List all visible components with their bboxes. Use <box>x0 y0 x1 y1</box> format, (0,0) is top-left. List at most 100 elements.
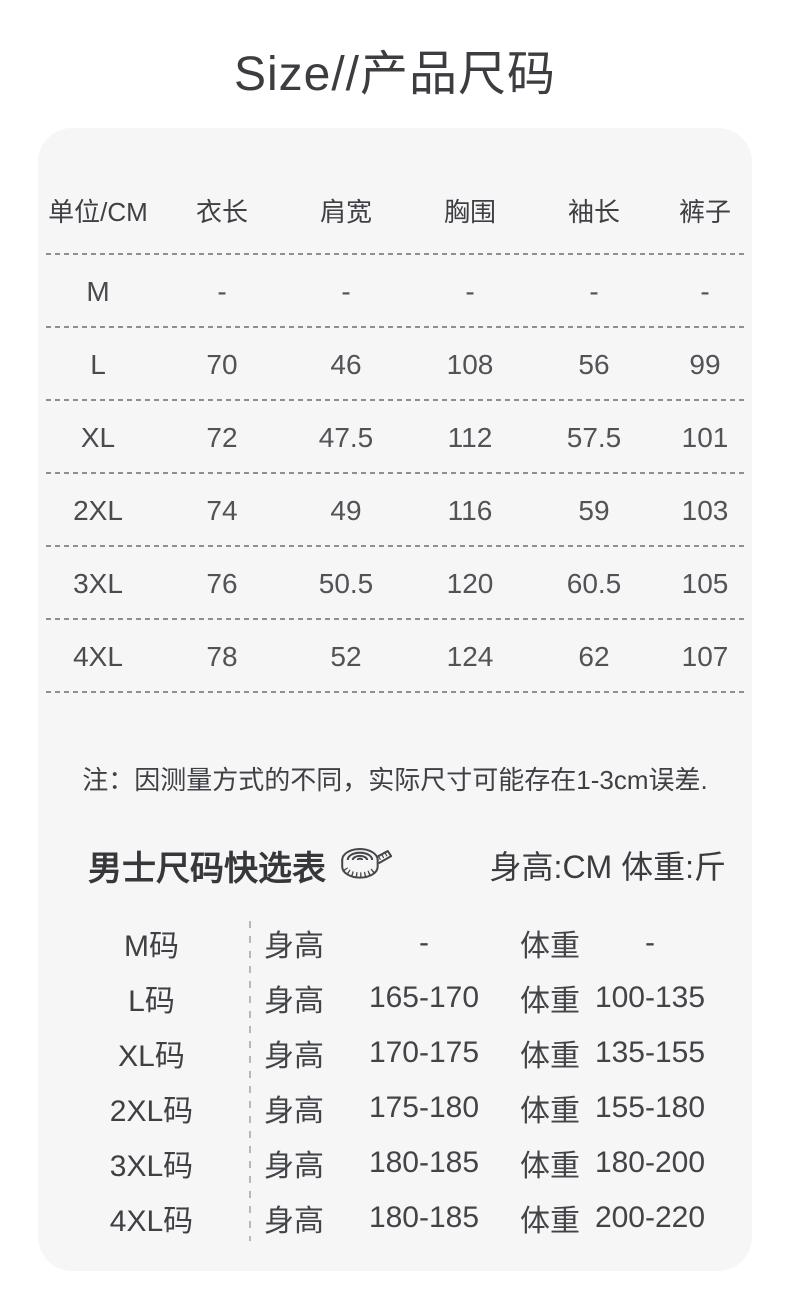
weight-value: 180-200 <box>594 1145 706 1179</box>
value-cell: 112 <box>447 421 493 453</box>
quick-select-header: 男士尺码快选表 身高:CM 体重:斤 <box>38 838 752 892</box>
quick-select-title-wrap: 男士尺码快选表 <box>88 841 392 890</box>
weight-value: 135-155 <box>594 1035 706 1069</box>
height-label: 身高 <box>264 1039 324 1073</box>
weight-value: 155-180 <box>594 1090 706 1124</box>
quick-size-label: XL码 <box>118 1039 185 1073</box>
page-title: Size//产品尺码 <box>233 48 557 101</box>
quick-select-row: 2XL码 身高 175-180 体重 155-180 <box>38 1080 752 1135</box>
size-label: 2XL <box>73 494 123 526</box>
size-table: 单位/CM 衣长 肩宽 胸围 袖长 裤子 M - - - - - L 70 46 108 … <box>46 128 744 693</box>
weight-label: 体重 <box>520 984 580 1018</box>
height-label: 身高 <box>264 1094 324 1128</box>
height-label: 身高 <box>264 1204 324 1238</box>
measurement-note: 注：因测量方式的不同，实际尺寸可能存在1-3cm误差. <box>82 765 708 795</box>
value-cell: 74 <box>206 494 238 526</box>
weight-label: 体重 <box>520 1039 580 1073</box>
size-label: M <box>86 275 110 307</box>
quick-row-content: 身高 170-175 体重 135-155 <box>264 1031 710 1075</box>
column-header: 衣长 <box>195 197 248 227</box>
quick-row-content: 身高 180-185 体重 200-220 <box>264 1196 710 1240</box>
size-table-body: M - - - - - L 70 46 108 56 99 XL 72 47.5… <box>46 255 744 693</box>
height-value: - <box>419 925 429 959</box>
height-value: 170-175 <box>368 1035 480 1069</box>
weight-label: 体重 <box>520 1094 580 1128</box>
value-cell: 62 <box>578 640 610 672</box>
height-label: 身高 <box>264 984 324 1018</box>
size-table-row: 3XL 76 50.5 120 60.5 105 <box>46 547 744 620</box>
value-cell: - <box>589 275 599 307</box>
value-cell: 76 <box>206 567 238 599</box>
height-value: 175-180 <box>368 1090 480 1124</box>
height-value: 180-185 <box>368 1145 480 1179</box>
value-cell: 47.5 <box>318 421 374 453</box>
value-cell: 78 <box>206 640 238 672</box>
value-cell: - <box>217 275 227 307</box>
vertical-divider <box>249 921 251 1241</box>
height-value: 180-185 <box>368 1200 480 1234</box>
value-cell: 107 <box>681 640 729 672</box>
weight-value: 100-135 <box>594 980 706 1014</box>
column-header: 单位/CM <box>48 197 148 227</box>
size-label: 3XL <box>73 567 123 599</box>
quick-select-title: 男士尺码快选表 <box>88 849 326 888</box>
column-header: 肩宽 <box>319 197 372 227</box>
weight-label: 体重 <box>520 1149 580 1183</box>
weight-label: 体重 <box>520 929 580 963</box>
value-cell: 57.5 <box>566 421 622 453</box>
quick-size-label: 4XL码 <box>109 1204 194 1238</box>
size-table-row: 4XL 78 52 124 62 107 <box>46 620 744 693</box>
value-cell: - <box>465 275 475 307</box>
measuring-tape-icon <box>341 847 392 879</box>
value-cell: 49 <box>330 494 362 526</box>
size-table-row: 2XL 74 49 116 59 103 <box>46 474 744 547</box>
quick-select-table: M码 身高 - 体重 - L码 身高 165-170 体重 100-135 XL… <box>38 915 752 1245</box>
value-cell: - <box>341 275 351 307</box>
value-cell: 99 <box>689 348 721 380</box>
weight-label: 体重 <box>520 1204 580 1238</box>
quick-size-label: 2XL码 <box>109 1094 194 1128</box>
value-cell: 103 <box>681 494 729 526</box>
value-cell: 60.5 <box>566 567 622 599</box>
value-cell: 52 <box>330 640 362 672</box>
weight-value: - <box>645 925 655 959</box>
value-cell: 120 <box>446 567 494 599</box>
value-cell: 105 <box>681 567 729 599</box>
value-cell: 56 <box>578 348 610 380</box>
value-cell: 116 <box>447 494 493 526</box>
height-label: 身高 <box>264 929 324 963</box>
quick-select-row: XL码 身高 170-175 体重 135-155 <box>38 1025 752 1080</box>
value-cell: 108 <box>446 348 494 380</box>
size-table-header: 单位/CM 衣长 肩宽 胸围 袖长 裤子 <box>46 128 744 255</box>
size-card: 单位/CM 衣长 肩宽 胸围 袖长 裤子 M - - - - - L 70 46 108 … <box>38 128 752 1271</box>
weight-value: 200-220 <box>594 1200 706 1234</box>
value-cell: 70 <box>206 348 238 380</box>
column-header: 裤子 <box>678 197 731 227</box>
size-table-row: XL 72 47.5 112 57.5 101 <box>46 401 744 474</box>
size-label: XL <box>80 421 116 453</box>
column-header: 袖长 <box>567 197 620 227</box>
quick-select-row: 3XL码 身高 180-185 体重 180-200 <box>38 1135 752 1190</box>
size-label: 4XL <box>73 640 123 672</box>
quick-size-label: 3XL码 <box>109 1149 194 1183</box>
quick-size-label: L码 <box>128 984 175 1018</box>
height-value: 165-170 <box>368 980 480 1014</box>
quick-size-label: M码 <box>124 929 179 963</box>
quick-row-content: 身高 165-170 体重 100-135 <box>264 976 710 1020</box>
value-cell: 46 <box>330 348 362 380</box>
column-header: 胸围 <box>443 197 496 227</box>
units-label: 身高:CM 体重:斤 <box>489 849 726 885</box>
value-cell: 101 <box>681 421 729 453</box>
size-label: L <box>90 348 106 380</box>
height-label: 身高 <box>264 1149 324 1183</box>
value-cell: 50.5 <box>318 567 374 599</box>
value-cell: - <box>700 275 710 307</box>
size-table-row: M - - - - - <box>46 255 744 328</box>
value-cell: 72 <box>206 421 238 453</box>
size-table-row: L 70 46 108 56 99 <box>46 328 744 401</box>
quick-row-content: 身高 180-185 体重 180-200 <box>264 1141 710 1185</box>
quick-row-content: 身高 175-180 体重 155-180 <box>264 1086 710 1130</box>
value-cell: 59 <box>578 494 610 526</box>
quick-select-row: L码 身高 165-170 体重 100-135 <box>38 970 752 1025</box>
